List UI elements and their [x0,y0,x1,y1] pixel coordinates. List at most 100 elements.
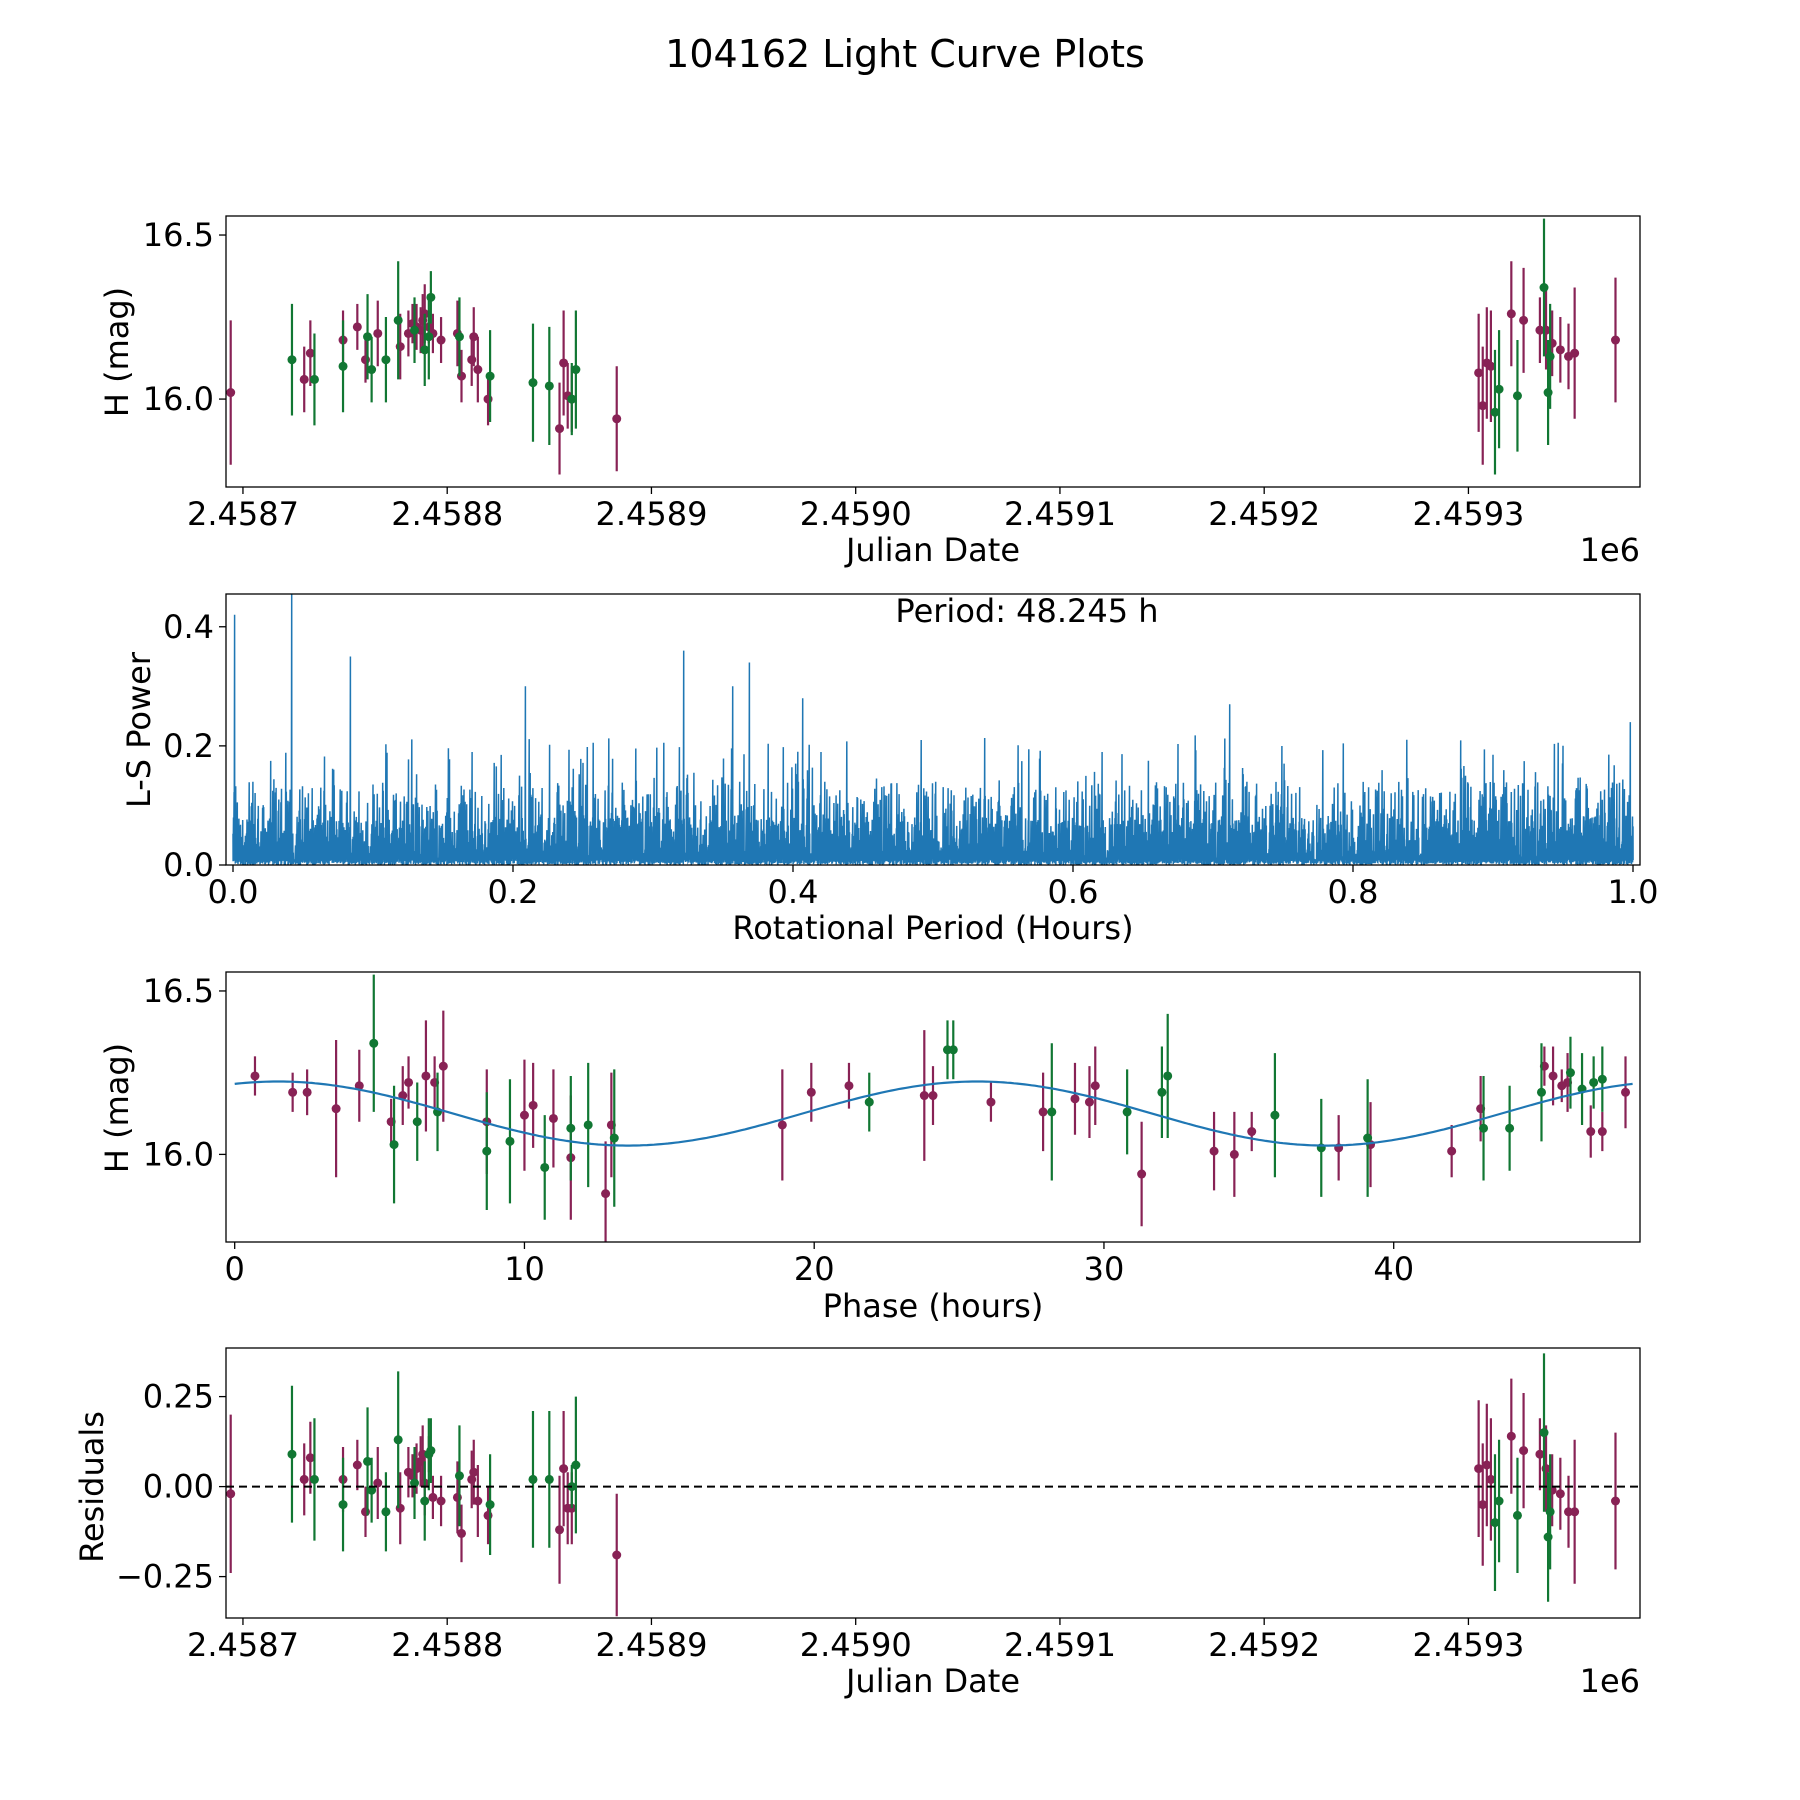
lightcurve-point [1506,309,1516,319]
lightcurve-point [1486,361,1496,371]
phased-point [601,1189,611,1199]
residuals-point [1519,1446,1529,1456]
residuals-point [361,1507,371,1517]
lightcurve-point [393,315,403,325]
residuals-point [483,1510,493,1520]
phased-point [1247,1127,1257,1137]
phased-point [1157,1087,1167,1097]
lightcurve-point [454,332,464,342]
lightcurve-point [367,365,377,375]
residuals-point [299,1474,309,1484]
phased-point [1447,1146,1457,1156]
phased-xtick-label: 20 [794,1250,835,1288]
lightcurve-point [287,355,297,365]
residuals-point [1474,1464,1484,1474]
lightcurve-xtick-label: 2.4587 [187,495,299,533]
lightcurve-point [559,358,569,368]
residuals-point [571,1460,581,1470]
lightcurve-point [363,332,373,342]
residuals-point [559,1464,569,1474]
residuals-point [363,1456,373,1466]
lightcurve-point [410,325,420,335]
phased-point [519,1110,529,1120]
phased-xtick-label: 0 [225,1250,245,1288]
periodogram-line [232,594,1634,865]
residuals-ylabel: Residuals [73,1411,111,1563]
phased-ylabel: H (mag) [98,1043,136,1173]
residuals-point [226,1489,236,1499]
periodogram-ytick-label: 0.2 [163,727,214,765]
residuals-point [1494,1496,1504,1506]
lightcurve-xtick-label: 2.4590 [800,495,912,533]
residuals-point [305,1453,315,1463]
phased-point [1479,1123,1489,1133]
phased-point [948,1045,958,1055]
phased-frame [225,971,1641,1243]
phased-point [421,1071,431,1081]
lightcurve-point [528,378,538,388]
lightcurve-point [226,388,236,398]
lightcurve-point [361,355,371,365]
residuals-point [454,1471,464,1481]
phased-ytick-label: 16.0 [143,1135,214,1173]
lightcurve-point [1555,345,1565,355]
residuals-point [1545,1507,1555,1517]
residuals-point [544,1474,554,1484]
figure-title: 104162 Light Curve Plots [665,32,1145,76]
lightcurve-point [309,374,319,384]
phased-point [1621,1087,1631,1097]
lightcurve-point [338,361,348,371]
phased-point [1122,1107,1132,1117]
lightcurve-point [395,342,405,352]
residuals-point [555,1525,565,1535]
periodogram-xtick-label: 1.0 [1608,873,1659,911]
lightcurve-point [426,292,436,302]
lightcurve-point [1512,391,1522,401]
residuals-xtick-label: 2.4589 [595,1626,707,1664]
phased-point [250,1071,260,1081]
lightcurve-point [1543,388,1553,398]
phased-point [1209,1146,1219,1156]
lightcurve-axes: Julian Date H (mag) 1e6 2.4587 2.4588 2.45… [98,215,1641,569]
phased-point [806,1087,816,1097]
phased-point [1589,1077,1599,1087]
phased-xlabel: Phase (hours) [823,1287,1044,1325]
periodogram-ytick-label: 0.0 [163,846,214,884]
residuals-point [473,1496,483,1506]
lightcurve-xtick-label: 2.4589 [595,495,707,533]
residuals-xlabel: Julian Date [844,1662,1020,1700]
lightcurve-offset-label: 1e6 [1580,531,1640,569]
periodogram-xtick-label: 0.8 [1328,873,1379,911]
phased-point [1084,1097,1094,1107]
phased-point [1597,1127,1607,1137]
lightcurve-point [612,414,622,424]
residuals-axes: Julian Date Residuals 1e6 2.4587 2.4588 2.… [73,1347,1641,1700]
residuals-point [1543,1532,1553,1542]
residuals-point [309,1474,319,1484]
phased-point [354,1081,364,1091]
lightcurve-point [1539,283,1549,293]
residuals-point [1539,1428,1549,1438]
phased-point [1270,1110,1280,1120]
residuals-xtick-label: 2.4588 [391,1626,503,1664]
residuals-point [469,1467,479,1477]
lightcurve-point [469,332,479,342]
residuals-ytick-label: 0.00 [143,1468,214,1506]
phased-point [288,1087,298,1097]
fit-curve [234,1080,1633,1147]
residuals-point [410,1478,420,1488]
phased-point [1229,1149,1239,1159]
residuals-offset-label: 1e6 [1580,1662,1640,1700]
residuals-point [352,1460,362,1470]
phased-xtick-label: 10 [504,1250,545,1288]
phased-xtick-label: 30 [1084,1250,1125,1288]
residuals-xtick-label: 2.4591 [1004,1626,1116,1664]
residuals-point [1478,1500,1488,1510]
lightcurve-point [473,365,483,375]
residuals-point [1506,1431,1516,1441]
residuals-point [485,1500,495,1510]
periodogram-axes: Rotational Period (Hours) L-S Power Peri… [120,592,1659,947]
periodogram-frame [225,593,1641,866]
lightcurve-ylabel: H (mag) [98,287,136,417]
lightcurve-point [352,322,362,332]
